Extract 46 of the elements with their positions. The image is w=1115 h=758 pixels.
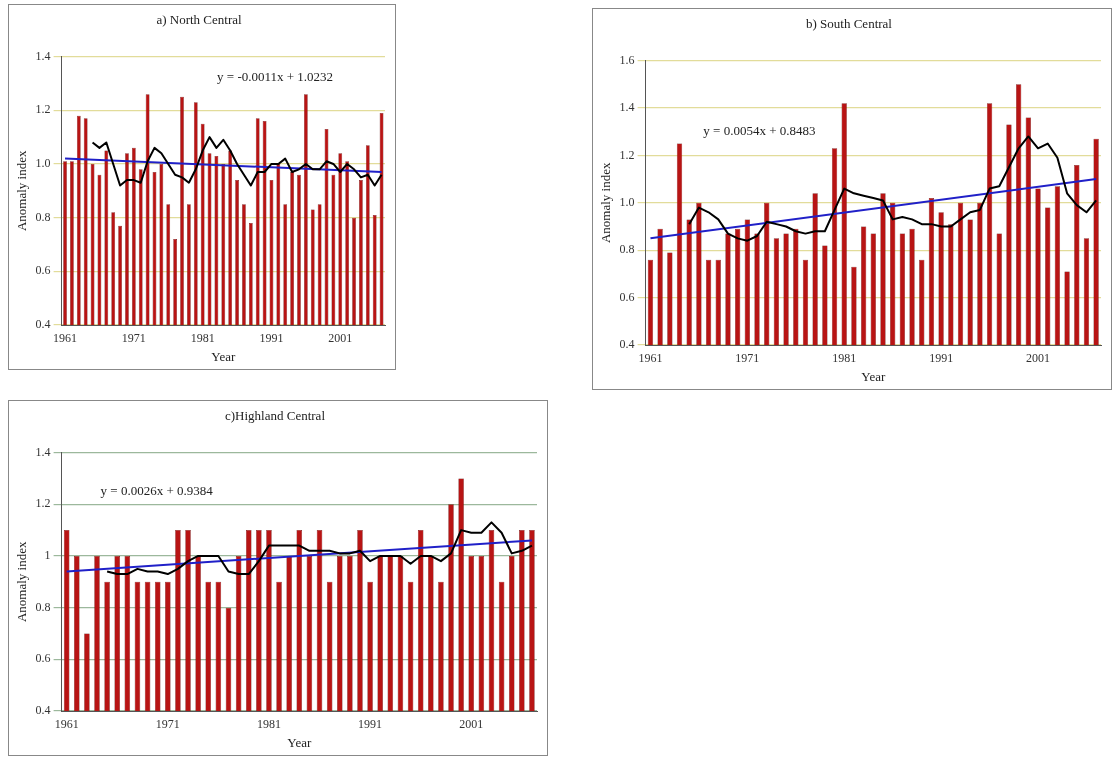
y-tick-label: 0.6 xyxy=(619,289,635,304)
x-tick-label: 1991 xyxy=(259,331,284,346)
y-tick-label: 0.8 xyxy=(35,599,51,614)
y-axis-title: Anomaly index xyxy=(598,162,614,244)
y-tick-label: 0.8 xyxy=(35,209,51,224)
y-tick-label: 1.0 xyxy=(35,156,51,171)
y-tick-label: 0.4 xyxy=(35,703,51,718)
x-tick-label: 1991 xyxy=(358,717,383,732)
x-tick-label: 2001 xyxy=(459,717,484,732)
x-axis-title: Year xyxy=(861,368,886,384)
y-tick-label: 1.4 xyxy=(35,48,51,63)
y-tick-label: 1.0 xyxy=(619,194,635,209)
annotation: y = 0.0054x + 0.8483 xyxy=(703,123,816,139)
x-tick-label: 1971 xyxy=(735,351,760,366)
chart-title: c)Highland Central xyxy=(225,408,326,424)
y-tick-label: 0.4 xyxy=(35,317,51,332)
x-axis-title: Year xyxy=(287,734,312,750)
y-axis-title: Anomaly index xyxy=(14,150,30,232)
y-tick-label: 1.2 xyxy=(35,102,51,117)
x-tick-label: 1981 xyxy=(190,331,215,346)
x-tick-label: 1991 xyxy=(929,351,954,366)
x-tick-label: 1981 xyxy=(832,351,857,366)
x-tick-label: 1981 xyxy=(256,717,281,732)
x-tick-label: 1961 xyxy=(53,331,78,346)
y-tick-label: 0.6 xyxy=(35,263,51,278)
y-axis-title: Anomaly index xyxy=(14,541,30,623)
x-tick-label: 1971 xyxy=(121,331,146,346)
x-tick-label: 1961 xyxy=(638,351,663,366)
annotation: y = -0.0011x + 1.0232 xyxy=(217,69,334,85)
chart-title: b) South Central xyxy=(806,16,893,32)
y-tick-label: 1.2 xyxy=(619,147,635,162)
x-axis-title: Year xyxy=(211,348,236,364)
y-tick-label: 0.4 xyxy=(619,337,635,352)
annotation: y = 0.0026x + 0.9384 xyxy=(100,482,214,498)
y-tick-label: 1.4 xyxy=(35,444,51,459)
y-tick-label: 0.6 xyxy=(35,651,51,666)
y-tick-label: 0.8 xyxy=(619,242,635,257)
x-tick-label: 1971 xyxy=(155,717,180,732)
y-tick-label: 1.4 xyxy=(619,100,635,115)
x-tick-label: 2001 xyxy=(328,331,353,346)
y-tick-label: 1.6 xyxy=(619,52,635,67)
x-tick-label: 2001 xyxy=(1026,351,1051,366)
y-tick-label: 1 xyxy=(44,548,51,563)
chart-title: a) North Central xyxy=(156,12,242,28)
x-tick-label: 1961 xyxy=(54,717,79,732)
y-tick-label: 1.2 xyxy=(35,496,51,511)
